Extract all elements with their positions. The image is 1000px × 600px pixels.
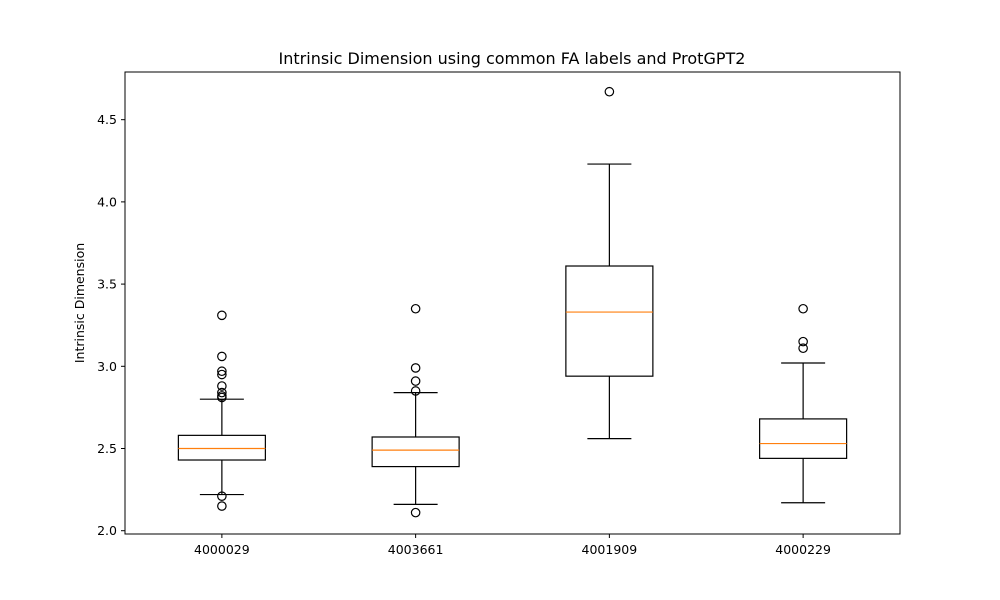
outlier-point [217,369,227,380]
outlier-point [217,366,227,377]
y-tick-label: 4.5 [97,112,117,127]
outlier-point [410,386,421,396]
y-tick-label: 3.5 [97,277,117,292]
outlier-point [798,343,808,354]
box [565,265,654,377]
y-tick-label: 2.0 [97,523,117,538]
outlier-point [410,507,421,518]
outlier-point [217,381,227,391]
outlier-point [410,303,421,314]
box [371,436,460,468]
outlier-point [604,86,615,97]
outlier-point [217,387,227,398]
outlier-point [217,491,227,501]
box [177,434,266,461]
outlier-point [217,391,227,401]
outlier-point [217,310,227,321]
y-tick-label: 4.0 [97,194,117,209]
y-tick-label: 2.5 [97,441,117,456]
outlier-point [798,336,808,347]
x-tick-label: 4000029 [194,542,250,557]
x-tick-label: 4000229 [775,542,831,557]
outlier-point [410,376,421,386]
outlier-point [217,351,227,362]
outlier-point [410,363,421,373]
x-tick-label: 4003661 [388,542,444,557]
box-group [565,86,654,440]
box-group [371,303,460,518]
box-group [177,310,266,511]
box-group [759,303,848,504]
y-tick-label: 3.0 [97,359,117,374]
outlier-point [798,303,808,314]
plot-frame [124,71,901,535]
y-axis-label: Intrinsic Dimension [72,243,87,363]
chart-title: Intrinsic Dimension using common FA labe… [279,49,746,68]
outlier-point [217,501,227,511]
box [759,418,848,459]
x-tick-label: 4001909 [582,542,638,557]
plot-area [177,86,848,518]
